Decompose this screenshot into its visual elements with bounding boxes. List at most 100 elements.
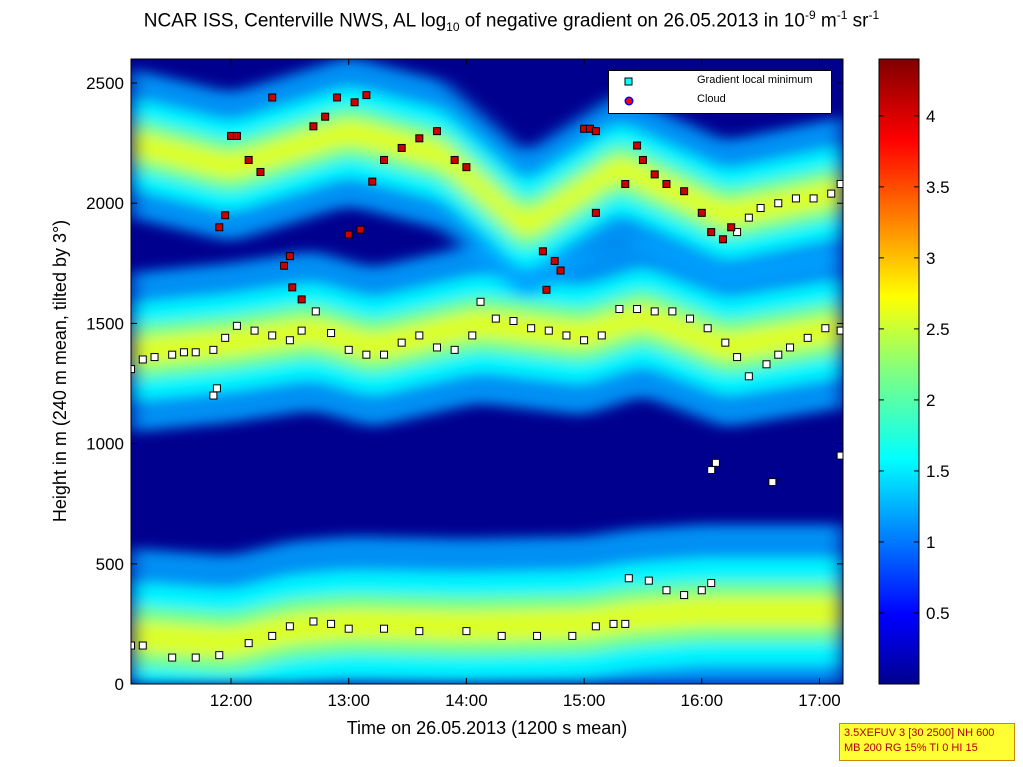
info-box: 3.5XEFUV 3 [30 2500] NH 600 MB 200 RG 15… [839, 723, 1015, 761]
gradient-minimum-marker [268, 331, 277, 340]
gradient-minimum-marker [533, 631, 542, 640]
gradient-minimum-marker [733, 228, 742, 237]
x-tick-label: 15:00 [563, 691, 606, 710]
gradient-minimum-marker [568, 631, 577, 640]
gradient-minimum-marker [836, 451, 843, 460]
heatmap-field [131, 59, 843, 684]
y-tick-label: 1000 [86, 435, 124, 454]
gradient-minimum-marker [397, 338, 406, 347]
gradient-minimum-marker [168, 653, 177, 662]
gradient-minimum-marker [686, 314, 695, 323]
gradient-minimum-marker [138, 641, 147, 650]
cloud-marker [232, 131, 241, 140]
gradient-minimum-marker [703, 324, 712, 333]
legend-label: Gradient local minimum [697, 74, 813, 86]
gradient-minimum-marker [621, 619, 630, 628]
gradient-minimum-marker [562, 331, 571, 340]
cloud-marker [718, 235, 727, 244]
gradient-minimum-marker [191, 348, 200, 357]
gradient-minimum-marker [285, 622, 294, 631]
cloud-marker [332, 93, 341, 102]
cloud-marker [662, 180, 671, 188]
gradient-minimum-marker [215, 651, 224, 660]
cloud-marker [556, 266, 565, 275]
gradient-minimum-marker [450, 345, 459, 354]
gradient-minimum-marker [285, 336, 294, 345]
gradient-minimum-marker [509, 317, 518, 326]
gradient-minimum-marker [244, 639, 253, 648]
cloud-marker [591, 127, 600, 136]
colorbar-tick-label: 2 [926, 391, 935, 410]
gradient-minimum-marker [624, 574, 633, 583]
gradient-minimum-marker [462, 627, 471, 636]
gradient-minimum-marker [138, 355, 147, 364]
cloud-marker [309, 122, 318, 131]
gradient-minimum-marker [821, 324, 830, 333]
colorbar-tick-label: 3.5 [926, 178, 950, 197]
gradient-minimum-marker [580, 336, 589, 345]
y-axis-label: Height in m (240 m mean, tilted by 3°) [50, 220, 70, 522]
colorbar-tick-label: 4 [926, 107, 935, 126]
y-axis: 0 500 1000 1500 2000 2500 [86, 74, 843, 694]
cloud-marker [362, 91, 371, 100]
cloud-marker [621, 180, 630, 188]
cloud-marker [638, 155, 647, 164]
gradient-minimum-marker [650, 307, 659, 316]
gradient-minimum-marker [362, 350, 371, 359]
cloud-marker [432, 127, 441, 136]
cloud-marker [215, 223, 224, 232]
marker-layer [131, 91, 843, 662]
y-tick-label: 2500 [86, 74, 124, 93]
colorbar-tick-label: 1 [926, 533, 935, 552]
gradient-minimum-marker [768, 478, 777, 487]
gradient-minimum-marker [668, 307, 677, 316]
colorbar-axis: 0.5 1 1.5 2 2.5 3 3.5 4 [879, 107, 950, 623]
gradient-minimum-marker [191, 653, 200, 662]
gradient-minimum-marker [344, 624, 353, 633]
gradient-minimum-marker [415, 331, 424, 340]
gradient-minimum-marker [644, 576, 653, 585]
cloud-marker [221, 211, 230, 220]
cloud-marker [344, 230, 353, 239]
gradient-minimum-marker [744, 213, 753, 222]
gradient-minimum-marker [131, 641, 135, 650]
cloud-marker [707, 228, 716, 237]
cloud-marker [550, 256, 559, 265]
gradient-minimum-marker [791, 194, 800, 203]
chart-title: NCAR ISS, Centerville NWS, AL log10 of n… [143, 8, 880, 35]
gradient-minimum-marker [131, 365, 135, 374]
gradient-minimum-marker [327, 329, 336, 338]
legend-label: Cloud [697, 93, 726, 105]
gradient-minimum-marker [268, 631, 277, 640]
cloud-marker [244, 155, 253, 164]
colorbar-tick-label: 2.5 [926, 320, 950, 339]
gradient-minimum-marker [697, 586, 706, 595]
gradient-minimum-marker [168, 350, 177, 359]
heatmap-band [131, 302, 843, 367]
cloud-marker [538, 247, 547, 256]
gradient-minimum-marker [733, 353, 742, 362]
cloud-marker [591, 208, 600, 217]
gradient-minimum-marker [591, 622, 600, 631]
cloud-marker [285, 252, 294, 261]
cloud-marker [321, 112, 330, 121]
legend-item-cloud: Cloud [609, 93, 831, 109]
gradient-minimum-marker [311, 307, 320, 316]
gradient-minimum-marker [380, 624, 389, 633]
x-axis: 12:00 13:00 14:00 15:00 16:00 17:00 [210, 59, 841, 710]
gradient-minimum-marker [432, 343, 441, 352]
x-axis-label: Time on 26.05.2013 (1200 s mean) [347, 718, 628, 738]
x-tick-label: 12:00 [210, 691, 253, 710]
gradient-minimum-marker [297, 326, 306, 335]
gradient-minimum-marker [212, 384, 221, 393]
cloud-marker [727, 223, 736, 232]
heatmap-band [131, 596, 843, 658]
cloud-marker [256, 167, 265, 176]
cloud-marker [397, 143, 406, 152]
cloud-marker [297, 295, 306, 304]
gradient-minimum-marker [221, 333, 230, 342]
gradient-minimum-marker [633, 305, 642, 313]
gradient-minimum-marker [327, 619, 336, 628]
gradient-minimum-marker [209, 345, 218, 354]
cloud-marker [288, 283, 297, 292]
